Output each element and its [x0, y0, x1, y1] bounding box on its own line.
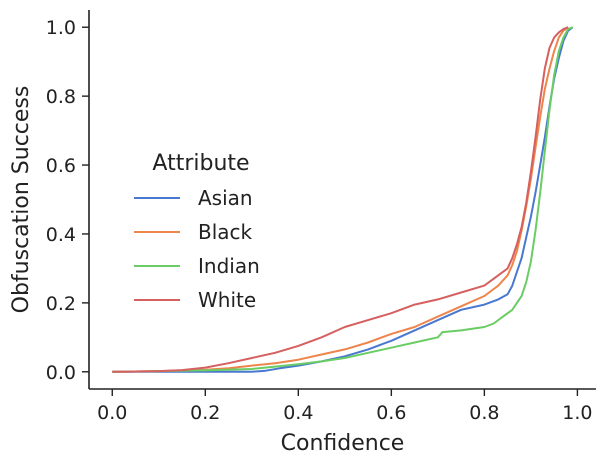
legend-title: Attribute — [152, 151, 249, 176]
y-tick-label: 1.0 — [46, 17, 76, 39]
series-line-indian — [112, 26, 574, 373]
y-tick-label: 0.6 — [46, 155, 76, 177]
x-tick-label: 0.0 — [97, 402, 127, 424]
legend-label-indian: Indian — [198, 254, 260, 278]
plot-lines — [112, 26, 574, 373]
x-tick-label: 0.6 — [376, 402, 406, 424]
legend-label-white: White — [198, 288, 256, 312]
y-tick-label: 0.0 — [46, 362, 76, 384]
series-line-white — [112, 26, 569, 373]
x-tick-label: 0.8 — [469, 402, 499, 424]
x-tick-label: 1.0 — [562, 402, 592, 424]
legend-label-asian: Asian — [198, 186, 253, 210]
legend-label-black: Black — [198, 220, 253, 244]
y-tick-label: 0.2 — [46, 293, 76, 315]
x-tick-label: 0.4 — [283, 402, 313, 424]
y-tick-label: 0.4 — [46, 224, 76, 246]
x-axis-label: Confidence — [281, 431, 405, 456]
x-tick-label: 0.2 — [190, 402, 220, 424]
series-line-black — [112, 26, 569, 373]
y-axis-label: Obfuscation Success — [9, 86, 34, 314]
series-line-asian — [112, 26, 574, 373]
y-tick-label: 0.8 — [46, 86, 76, 108]
legend: Attribute Asian Black Indian White — [134, 151, 260, 312]
ticks: 0.0 0.2 0.4 0.6 0.8 1.0 0.0 0.2 0.4 0.6 0.8 1.0 — [46, 17, 593, 424]
axes — [88, 10, 596, 390]
